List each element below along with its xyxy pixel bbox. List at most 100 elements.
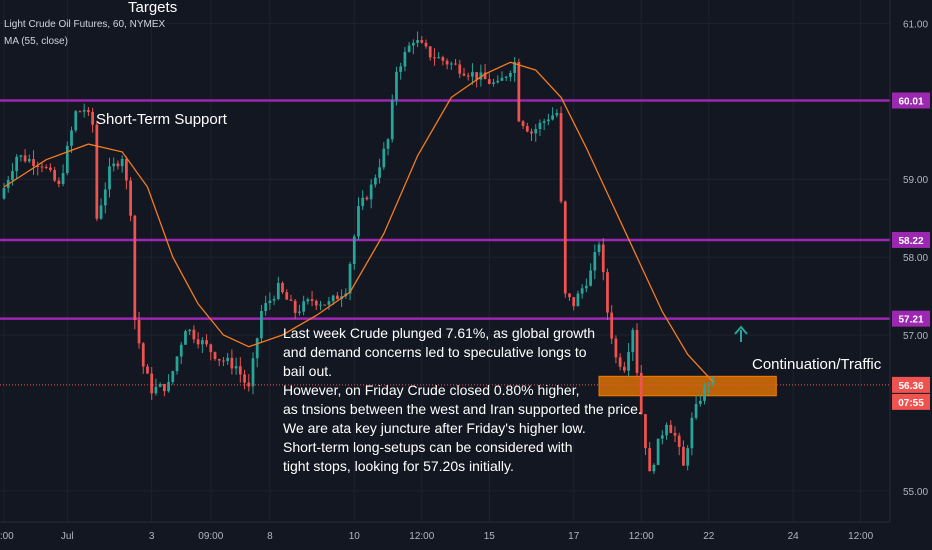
ma-line — [3, 61, 714, 383]
level-5822-badge — [892, 231, 930, 248]
note-line: We are ata key juncture after Friday's h… — [283, 420, 586, 436]
x-tick-label: 09:00 — [198, 531, 223, 542]
candle-body — [479, 72, 483, 80]
price-scale-labels: 61.00 59.00 58.00 57.00 55.00 — [903, 19, 928, 497]
current-price-badge — [892, 376, 930, 393]
candle-body — [319, 304, 322, 306]
countdown-badge — [892, 393, 930, 410]
candle-body — [129, 180, 132, 216]
candle-body — [120, 158, 124, 167]
candle-body — [487, 79, 491, 84]
candle-body — [2, 188, 6, 199]
note-line: However, on Friday Crude closed 0.80% hi… — [283, 382, 580, 398]
candle-body — [331, 295, 335, 302]
candle-body — [445, 60, 449, 65]
candle-body — [260, 311, 263, 339]
candle-body — [568, 293, 571, 298]
candle-body — [534, 128, 538, 134]
candle-body — [707, 384, 711, 387]
candle-body — [23, 155, 27, 162]
zone-layer[interactable] — [598, 375, 777, 397]
candle-body — [222, 360, 225, 362]
candle-body — [585, 285, 588, 289]
horizontal-levels[interactable] — [0, 99, 890, 320]
candle-body — [91, 111, 94, 125]
candle-body — [597, 244, 601, 253]
candle-body — [74, 111, 78, 131]
candle-body — [589, 270, 592, 286]
x-tick-label: 12:00 — [409, 531, 434, 542]
note-line: bail out. — [283, 363, 332, 379]
candle-body — [327, 301, 331, 305]
candle-body — [133, 215, 137, 321]
candle-body — [525, 125, 529, 132]
price-scale[interactable] — [890, 0, 932, 522]
candle-body — [576, 293, 580, 307]
candle-body — [158, 383, 162, 387]
candle-body — [690, 417, 694, 449]
candle-body — [53, 170, 57, 181]
candle-body — [386, 139, 390, 149]
candle-body — [293, 300, 297, 313]
candle-body — [559, 113, 563, 202]
level-5721-badge — [892, 310, 930, 327]
candle-body — [673, 432, 677, 436]
candle-body — [698, 400, 702, 404]
candle-body — [492, 82, 495, 84]
targets-label: Targets — [128, 0, 177, 16]
level-60-badge — [892, 92, 930, 109]
countdown-label: 07:55 — [898, 398, 924, 409]
continuation-zone[interactable] — [598, 375, 777, 397]
candle-body — [703, 386, 706, 401]
candle-body — [390, 100, 394, 140]
continuation-traffic-label: Continuation/Traffic — [752, 356, 882, 373]
candle-body — [677, 435, 681, 447]
candle-body — [314, 300, 318, 306]
candle-body — [601, 244, 605, 273]
candle-body — [323, 304, 327, 306]
note-line: tight stops, looking for 57.20s initiall… — [283, 458, 514, 474]
candle-body — [361, 197, 365, 207]
indicator-label[interactable]: MA (55, close) — [4, 36, 68, 47]
candle-body — [19, 155, 23, 157]
time-scale[interactable] — [0, 522, 932, 550]
candle-body — [648, 448, 652, 472]
candle-body — [572, 297, 576, 307]
note-line: Last week Crude plunged 7.61%, as global… — [283, 325, 595, 341]
candle-body — [146, 366, 149, 374]
candle-body — [234, 366, 238, 369]
candle-body — [407, 45, 411, 52]
candle-body — [542, 121, 546, 123]
candle-body — [103, 189, 107, 206]
candle-body — [357, 206, 360, 237]
time-scale-labels: 5:00 Jul 3 09:00 8 10 12:00 15 17 12:00 22 24 12:00 — [0, 531, 874, 542]
candle-body — [555, 113, 559, 116]
candle-body — [665, 424, 668, 436]
candle-body — [424, 42, 428, 47]
candle-body — [513, 61, 517, 74]
candle-body — [433, 57, 436, 59]
candle-body — [652, 464, 656, 472]
candle-body — [87, 110, 90, 112]
candle-body — [49, 167, 52, 171]
candle-body — [437, 57, 441, 59]
candle-body — [154, 386, 158, 394]
symbol-title[interactable]: Light Crude Oil Futures, 60, NYMEX — [4, 19, 166, 30]
candle-body — [78, 111, 82, 113]
y-tick-label: 58.00 — [903, 253, 928, 264]
candle-body — [65, 145, 69, 174]
candle-body — [462, 73, 466, 76]
x-tick-label: 22 — [703, 531, 715, 542]
candle-body — [471, 72, 474, 77]
short-term-support-label: Short-Term Support — [96, 111, 228, 128]
candle-body — [162, 383, 166, 392]
candle-body — [175, 356, 179, 372]
candle-body — [399, 66, 403, 72]
candle-body — [395, 71, 398, 101]
x-tick-label: 15 — [484, 531, 496, 542]
candle-body — [209, 344, 213, 353]
candles — [2, 31, 715, 474]
